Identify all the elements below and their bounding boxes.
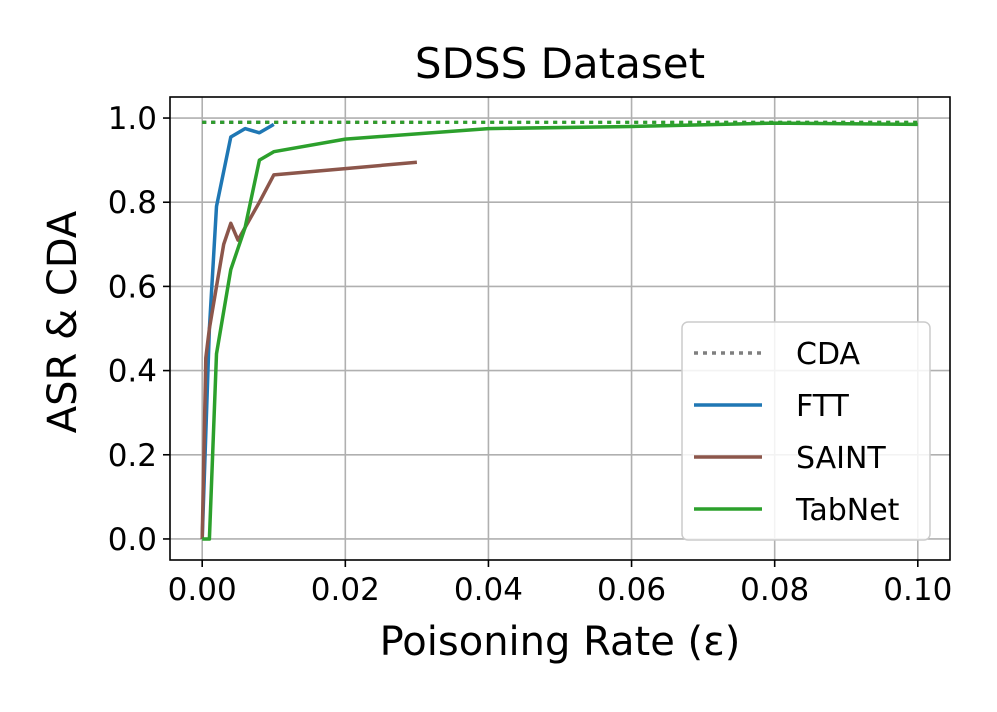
x-tick-label: 0.10 — [883, 572, 952, 608]
y-tick-label: 0.2 — [108, 438, 157, 474]
series-line-tabnet — [202, 121, 918, 541]
y-tick-label: 0.0 — [108, 522, 157, 558]
chart-title: SDSS Dataset — [415, 39, 705, 88]
y-tick-label: 1.0 — [108, 101, 157, 137]
x-axis-label: Poisoning Rate (ε) — [380, 619, 741, 665]
series-line-saint — [200, 160, 418, 540]
plot-frame — [169, 96, 951, 561]
series-lines — [200, 120, 918, 541]
legend-label-cda: CDA — [796, 337, 861, 372]
legend-label-ftt: FTT — [796, 389, 850, 424]
ticks: 0.00 0.02 0.04 0.06 0.08 0.10 0.0 0.2 0.4 0.6 0.8 1… — [108, 101, 953, 608]
legend-box — [681, 321, 931, 541]
y-tick-label: 0.8 — [108, 185, 157, 221]
series-line-ftt — [200, 122, 275, 540]
y-tick-label: 0.4 — [108, 354, 157, 390]
y-axis-label: ASR & CDA — [40, 210, 86, 433]
x-tick-label: 0.02 — [311, 572, 380, 608]
legend-label-saint: SAINT — [796, 441, 886, 476]
x-tick-label: 0.04 — [454, 572, 523, 608]
legend: CDA FTT SAINT TabNet — [681, 321, 931, 541]
x-tick-label: 0.00 — [168, 572, 237, 608]
x-tick-label: 0.08 — [740, 572, 809, 608]
y-tick-label: 0.6 — [108, 269, 157, 305]
legend-label-tabnet: TabNet — [795, 493, 900, 528]
x-tick-label: 0.06 — [597, 572, 666, 608]
